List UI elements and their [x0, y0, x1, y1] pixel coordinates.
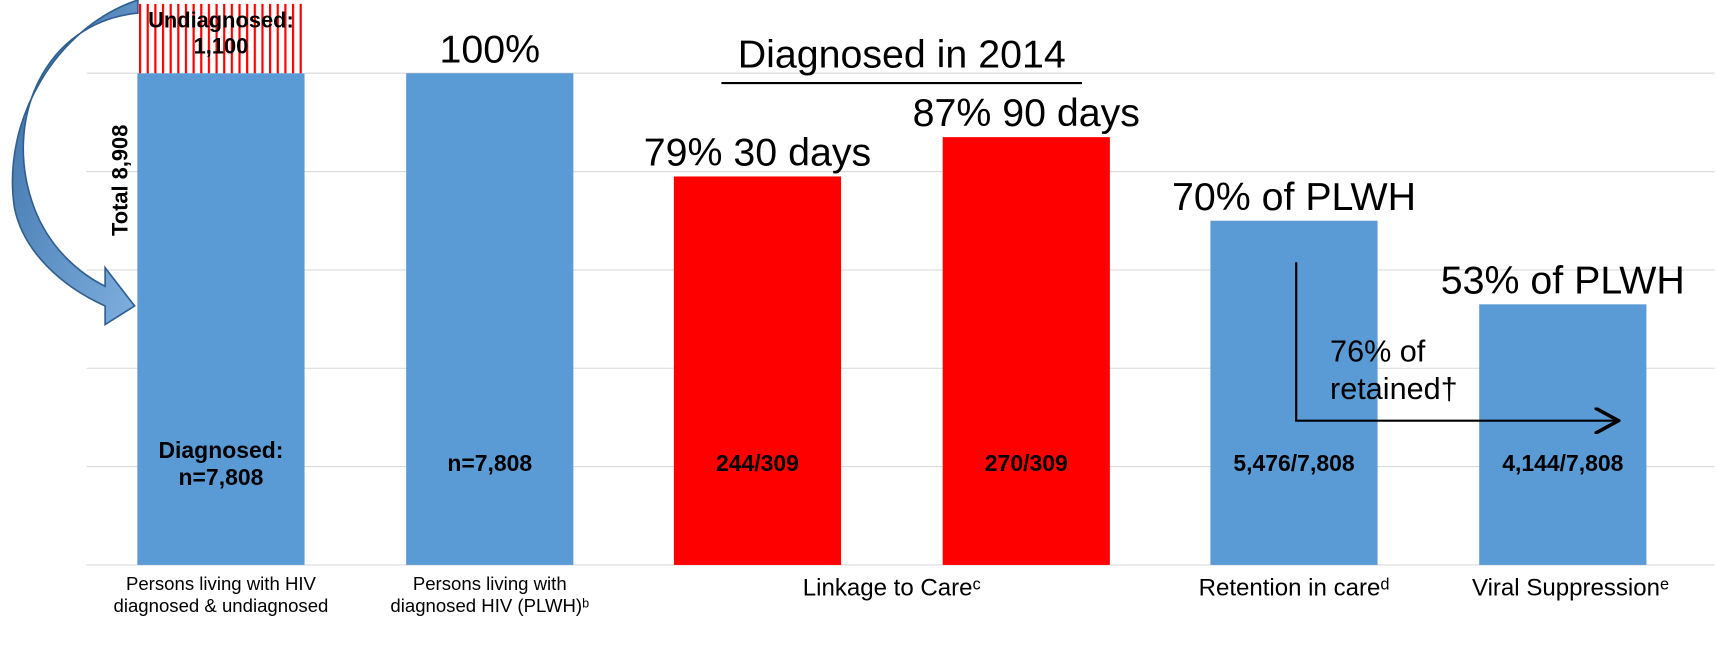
- retained-note: 76% of retained†: [1330, 333, 1494, 406]
- x-tick-label: Persons living with diagnosed HIV (PLWH)…: [370, 574, 610, 619]
- inner-label: 244/309: [716, 451, 799, 479]
- x-tick-label-box: Persons living with diagnosed HIV (PLWH)…: [370, 574, 610, 660]
- x-tick-label-box: Retention in careᵈ: [1174, 574, 1414, 660]
- value-label: 53% of PLWH: [1441, 258, 1685, 302]
- inner-label: Diagnosed: n=7,808: [128, 437, 314, 492]
- value-label: 87% 90 days: [913, 91, 1140, 135]
- inner-label-box: 270/309: [933, 415, 1119, 513]
- value-label: 79% 30 days: [644, 131, 871, 175]
- x-tick-label: Linkage to Careᶜ: [803, 574, 981, 603]
- inner-label-box: Diagnosed: n=7,808: [128, 415, 314, 513]
- inner-label-box: 244/309: [665, 415, 851, 513]
- inner-label: n=7,808: [447, 451, 532, 479]
- inner-label: 270/309: [985, 451, 1068, 479]
- x-tick-label-box: Linkage to Careᶜ: [772, 574, 1012, 660]
- inner-label-box: 4,144/7,808: [1470, 415, 1656, 513]
- x-tick-label: Persons living with HIV diagnosed & undi…: [101, 574, 341, 619]
- undiagnosed-label: Undiagnosed: 1,100: [128, 8, 314, 60]
- undiagnosed-label-box: Undiagnosed: 1,100: [128, 0, 314, 71]
- inner-label: 4,144/7,808: [1502, 451, 1623, 479]
- x-tick-label: Viral Suppressionᵉ: [1472, 574, 1669, 603]
- value-label: 100%: [439, 27, 540, 71]
- x-tick-label-box: Persons living with HIV diagnosed & undi…: [101, 574, 341, 660]
- value-label: 70% of PLWH: [1172, 175, 1416, 219]
- inner-label-box: n=7,808: [397, 415, 583, 513]
- chart: Total 8,908 Diagnosed in 2014 76% of ret…: [0, 0, 1716, 660]
- inner-label-box: 5,476/7,808: [1201, 415, 1387, 513]
- x-tick-label: Retention in careᵈ: [1199, 574, 1390, 603]
- x-tick-label-box: Viral Suppressionᵉ: [1450, 574, 1690, 660]
- total-label: Total 8,908: [107, 125, 132, 236]
- chart-title: Diagnosed in 2014: [738, 33, 1066, 77]
- inner-label: 5,476/7,808: [1233, 451, 1354, 479]
